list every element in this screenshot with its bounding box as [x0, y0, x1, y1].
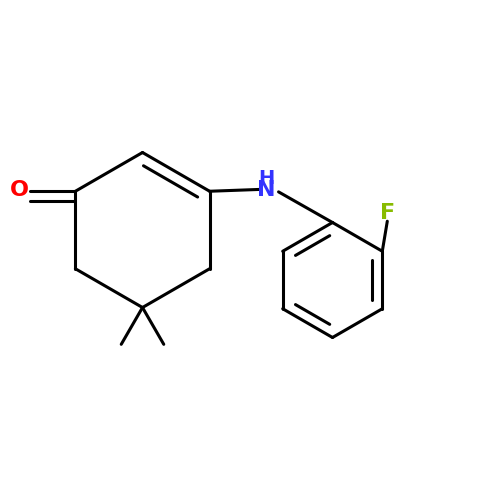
- Text: F: F: [380, 203, 395, 223]
- Text: H: H: [258, 169, 274, 188]
- Text: N: N: [257, 180, 276, 201]
- Text: O: O: [10, 180, 29, 200]
